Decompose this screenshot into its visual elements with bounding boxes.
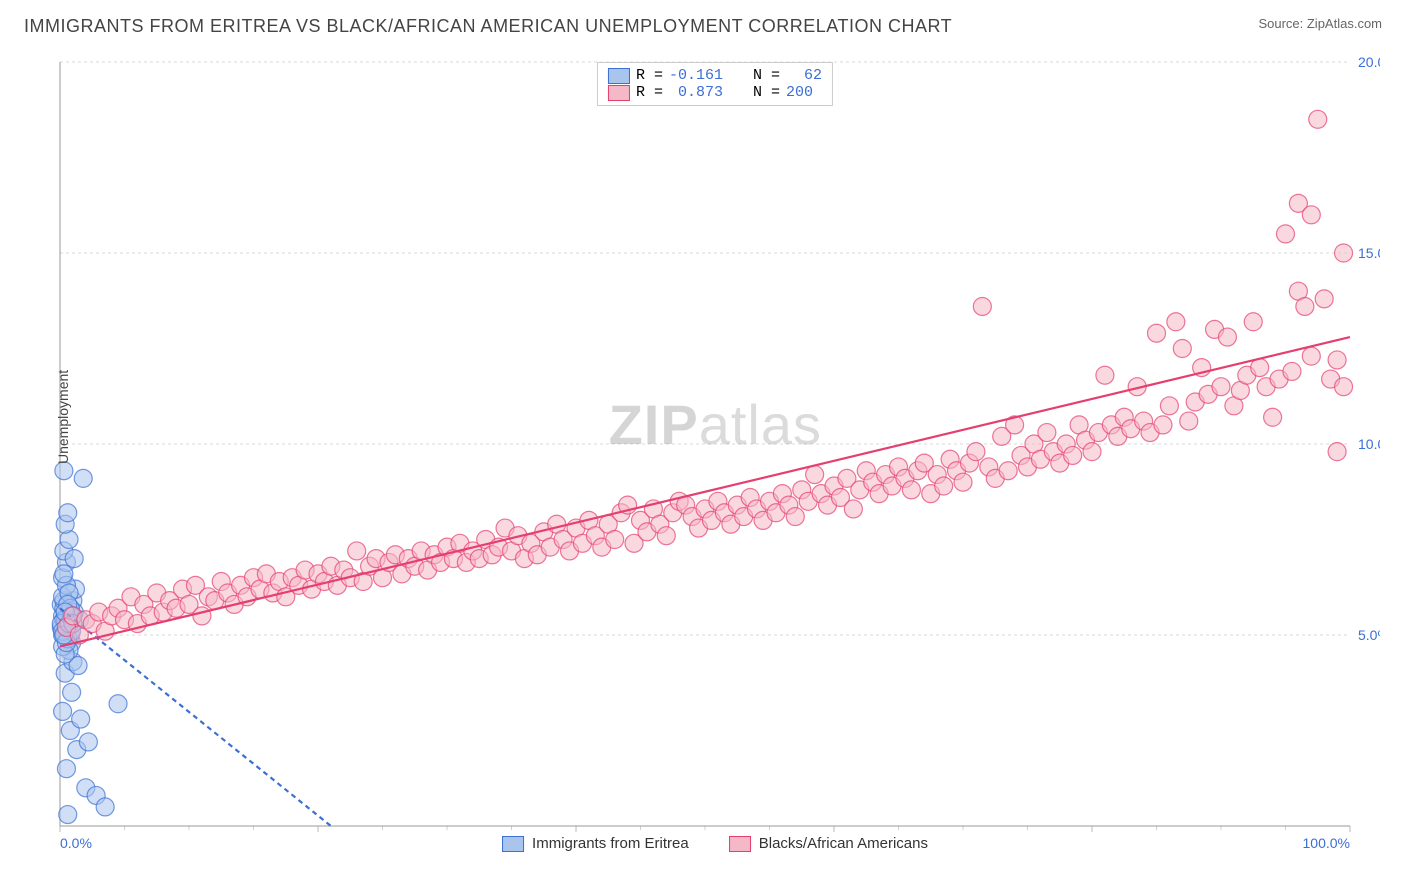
- chart-container: Unemployment 5.0% 10.0% 15.0% 20.0% 0.0% 100.…: [50, 56, 1380, 856]
- chart-title: IMMIGRANTS FROM ERITREA VS BLACK/AFRICAN…: [24, 16, 952, 37]
- legend-row-series-1: R = -0.161 N = 62: [608, 67, 822, 84]
- r-value-1: -0.161: [669, 67, 723, 84]
- r-value-2: 0.873: [669, 84, 723, 101]
- legend-item-1: Immigrants from Eritrea: [502, 835, 689, 852]
- svg-text:15.0%: 15.0%: [1358, 245, 1380, 261]
- legend-row-series-2: R = 0.873 N = 200: [608, 84, 822, 101]
- legend-swatch-icon: [502, 836, 524, 852]
- n-value-1: 62: [786, 67, 822, 84]
- legend-swatch-icon: [729, 836, 751, 852]
- legend-swatch-2: [608, 85, 630, 101]
- legend-swatch-1: [608, 68, 630, 84]
- n-value-2: 200: [786, 84, 813, 101]
- legend-item-2: Blacks/African Americans: [729, 835, 928, 852]
- scatter-chart: 5.0% 10.0% 15.0% 20.0% 0.0% 100.0%: [50, 56, 1380, 856]
- svg-text:5.0%: 5.0%: [1358, 627, 1380, 643]
- series-legend: Immigrants from Eritrea Blacks/African A…: [502, 835, 928, 852]
- svg-text:10.0%: 10.0%: [1358, 436, 1380, 452]
- svg-text:20.0%: 20.0%: [1358, 56, 1380, 70]
- source-attribution: Source: ZipAtlas.com: [1258, 16, 1382, 31]
- y-axis-label: Unemployment: [55, 370, 71, 464]
- correlation-legend: R = -0.161 N = 62 R = 0.873 N = 200: [597, 62, 833, 106]
- chart-header: IMMIGRANTS FROM ERITREA VS BLACK/AFRICAN…: [0, 0, 1406, 45]
- svg-text:100.0%: 100.0%: [1303, 835, 1350, 851]
- svg-text:0.0%: 0.0%: [60, 835, 92, 851]
